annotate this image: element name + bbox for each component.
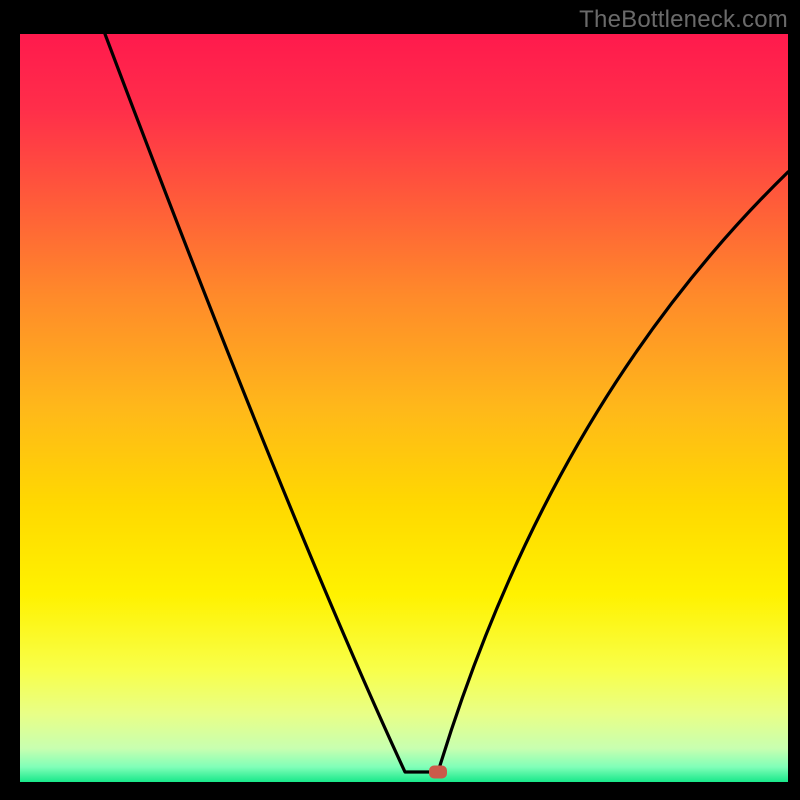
frame-bottom [0,782,800,800]
optimum-marker [429,766,447,779]
frame-left [0,0,20,800]
curve-path [105,34,788,772]
frame-right [788,0,800,800]
plot-area [20,34,788,782]
bottleneck-curve [20,34,788,782]
watermark-text: TheBottleneck.com [579,6,788,34]
